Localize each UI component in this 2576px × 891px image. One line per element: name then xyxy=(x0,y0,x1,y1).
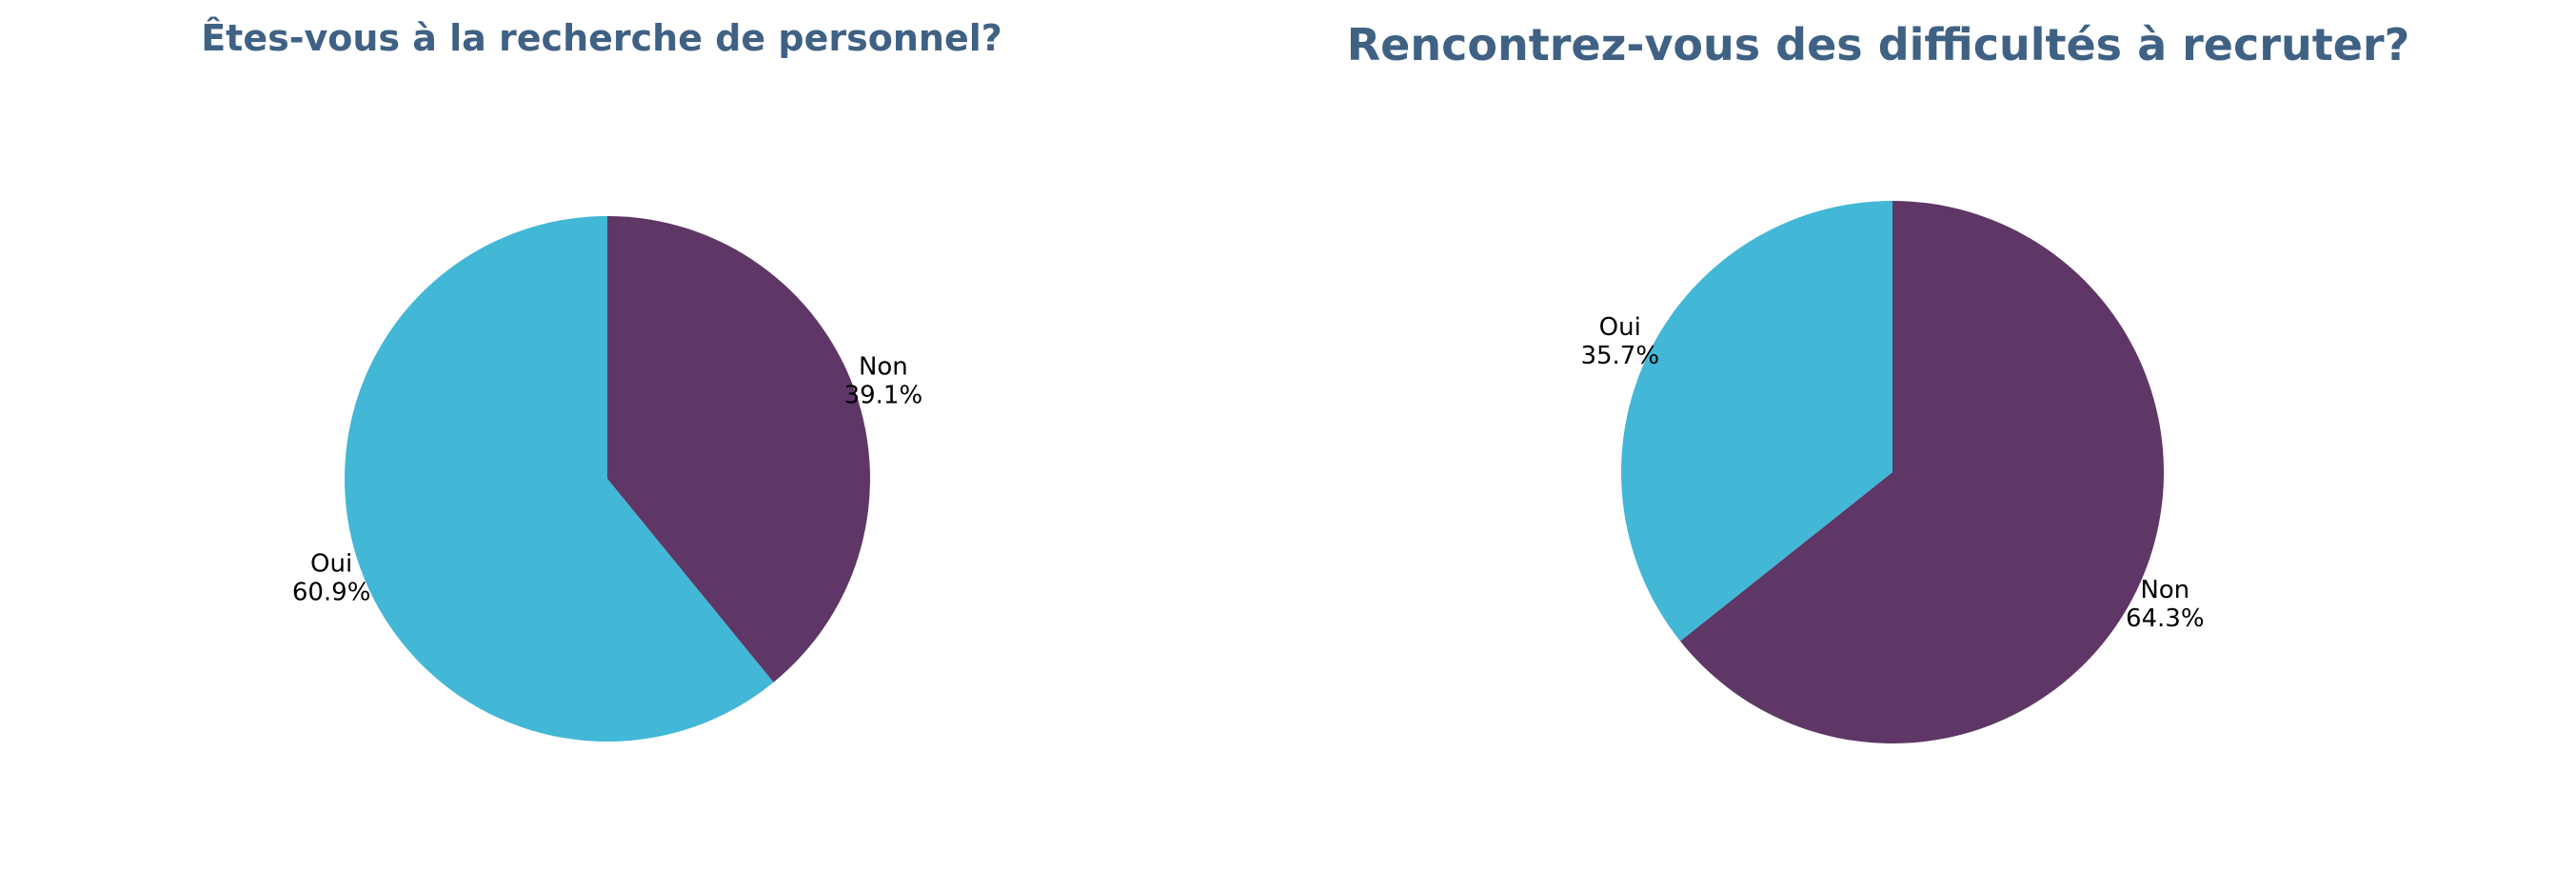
slice-category-label: Oui xyxy=(1599,313,1641,342)
chart-title: Êtes-vous à la recherche de personnel? xyxy=(201,17,1002,59)
pie-slice-non xyxy=(607,216,870,683)
chart-left: Êtes-vous à la recherche de personnel? N… xyxy=(201,17,1002,742)
chart-right: Rencontrez-vous des difficultés à recrut… xyxy=(1288,0,2576,891)
slice-category-label: Non xyxy=(859,353,908,382)
slice-value-label: 60.9% xyxy=(292,578,371,606)
slice-category-label: Non xyxy=(2140,576,2190,604)
pie-slice-oui xyxy=(344,216,774,742)
slice-value-label: 64.3% xyxy=(2126,604,2205,633)
slice-category-label: Oui xyxy=(310,549,352,578)
chart-title: Rencontrez-vous des difficultés à recrut… xyxy=(1346,19,2410,70)
slice-value-label: 35.7% xyxy=(1580,342,1659,370)
pie-slice-non xyxy=(1680,201,2164,743)
slice-value-label: 39.1% xyxy=(844,382,923,410)
pie-slice-oui xyxy=(1621,201,1892,642)
